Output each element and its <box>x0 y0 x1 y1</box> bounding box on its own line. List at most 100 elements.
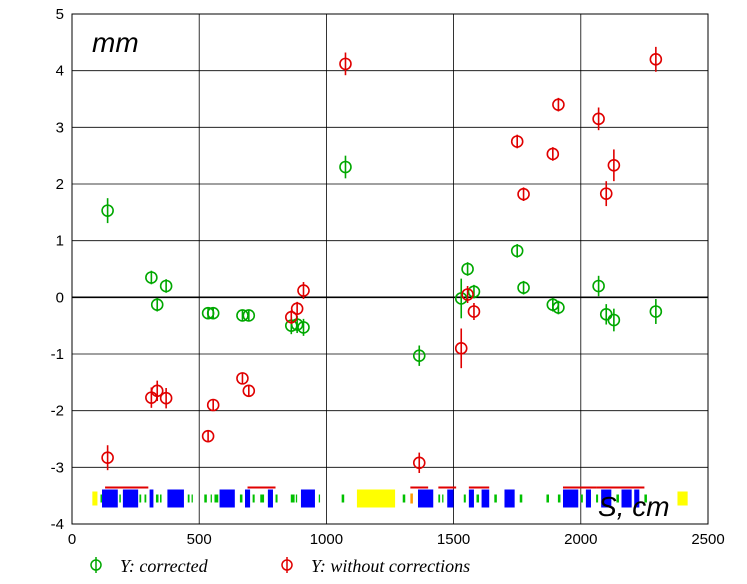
x-tick-label: 2000 <box>564 531 597 548</box>
lattice-element <box>601 489 612 508</box>
lattice-element <box>621 489 632 508</box>
data-point <box>412 345 426 366</box>
data-point <box>242 384 256 398</box>
y-tick-label: -4 <box>51 516 64 533</box>
lattice-element <box>275 494 278 503</box>
lattice-element <box>476 494 480 503</box>
lattice-element <box>562 489 579 508</box>
lattice-element <box>634 489 640 508</box>
lattice-element <box>504 489 515 508</box>
lattice-element <box>356 489 396 508</box>
data-point <box>236 309 249 322</box>
lattice-element <box>239 494 243 503</box>
lattice-element <box>155 494 159 503</box>
lattice-element <box>596 494 599 503</box>
lattice-element <box>546 494 549 503</box>
lattice-element <box>494 494 497 503</box>
data-point <box>206 306 220 320</box>
y-tick-label: 5 <box>56 6 64 23</box>
lattice-element <box>219 489 235 508</box>
y-tick-label: 4 <box>56 63 64 80</box>
data-point <box>159 279 173 293</box>
lattice-element <box>519 494 523 503</box>
data-point <box>412 452 426 473</box>
lattice-element <box>438 494 441 503</box>
plot-frame <box>71 13 709 525</box>
y-tick-label: 3 <box>56 119 64 136</box>
data-point <box>339 52 352 76</box>
data-point <box>297 318 310 336</box>
lattice-element <box>644 494 647 503</box>
legend: Y: corrected Y: without corrections <box>90 556 470 576</box>
data-point <box>607 149 621 182</box>
lattice-element <box>585 489 591 508</box>
data-point <box>592 275 605 297</box>
data-point <box>201 429 215 443</box>
data-point <box>510 134 524 149</box>
lattice-element <box>447 489 454 508</box>
lattice-element <box>557 494 561 503</box>
lattice-element <box>677 491 688 506</box>
grid-lines <box>72 14 708 524</box>
x-tick-label: 0 <box>68 531 76 548</box>
lattice-element <box>468 489 474 508</box>
x-axis-label: S, cm <box>598 491 670 522</box>
lattice-element <box>260 494 265 503</box>
data-point <box>454 328 468 369</box>
tick-labels: 0 500 1000 1500 2000 2500 -4 -3 -2 -1 0 1 2 3 4 5 <box>51 6 725 548</box>
lattice-element <box>102 489 118 508</box>
lattice-element <box>616 494 619 503</box>
data-point <box>290 301 304 316</box>
lattice-element <box>144 494 147 503</box>
data-point <box>461 262 474 276</box>
lattice-element <box>210 494 212 503</box>
data-point <box>454 278 468 319</box>
lattice-element <box>463 494 466 503</box>
lattice-element <box>481 489 490 508</box>
lattice-element <box>341 494 345 503</box>
lattice-element <box>252 494 255 503</box>
lattice-element <box>204 494 207 503</box>
lattice-element <box>410 493 413 504</box>
data-point <box>467 284 481 299</box>
data-point <box>552 300 565 315</box>
data-point <box>101 198 114 224</box>
lattice-element <box>92 491 98 506</box>
lattice-element <box>580 494 583 503</box>
lattice-element <box>300 489 315 508</box>
y-axis-label: mm <box>92 27 139 58</box>
y-tick-label: -2 <box>51 403 64 420</box>
lattice-element <box>149 489 154 508</box>
data-marks <box>101 46 663 473</box>
data-point <box>649 46 663 72</box>
lattice-element <box>417 489 434 508</box>
data-point <box>159 388 173 409</box>
lattice-element <box>244 489 251 508</box>
plot-background <box>72 14 708 524</box>
x-tick-label: 1000 <box>310 531 343 548</box>
x-tick-label: 1500 <box>437 531 470 548</box>
series-corrected <box>101 155 663 366</box>
data-point <box>607 308 621 332</box>
y-tick-label: -3 <box>51 459 64 476</box>
lattice-element <box>139 494 142 503</box>
data-point <box>467 303 481 320</box>
y-tick-label: -1 <box>51 346 64 363</box>
data-point <box>461 286 474 303</box>
lattice-element <box>267 489 273 508</box>
data-point <box>649 299 663 324</box>
lattice-element <box>160 494 162 503</box>
lattice-element <box>122 489 139 508</box>
y-tick-label: 1 <box>56 233 64 250</box>
data-point <box>517 280 530 295</box>
data-point <box>236 372 249 385</box>
lattice-strip <box>92 486 688 508</box>
x-tick-label: 500 <box>187 531 212 548</box>
lattice-element <box>295 494 298 503</box>
lattice-element <box>167 489 184 508</box>
data-point <box>552 97 565 112</box>
data-point <box>150 297 164 312</box>
data-point <box>206 398 220 412</box>
lattice-element <box>442 494 444 503</box>
data-point <box>599 181 613 207</box>
